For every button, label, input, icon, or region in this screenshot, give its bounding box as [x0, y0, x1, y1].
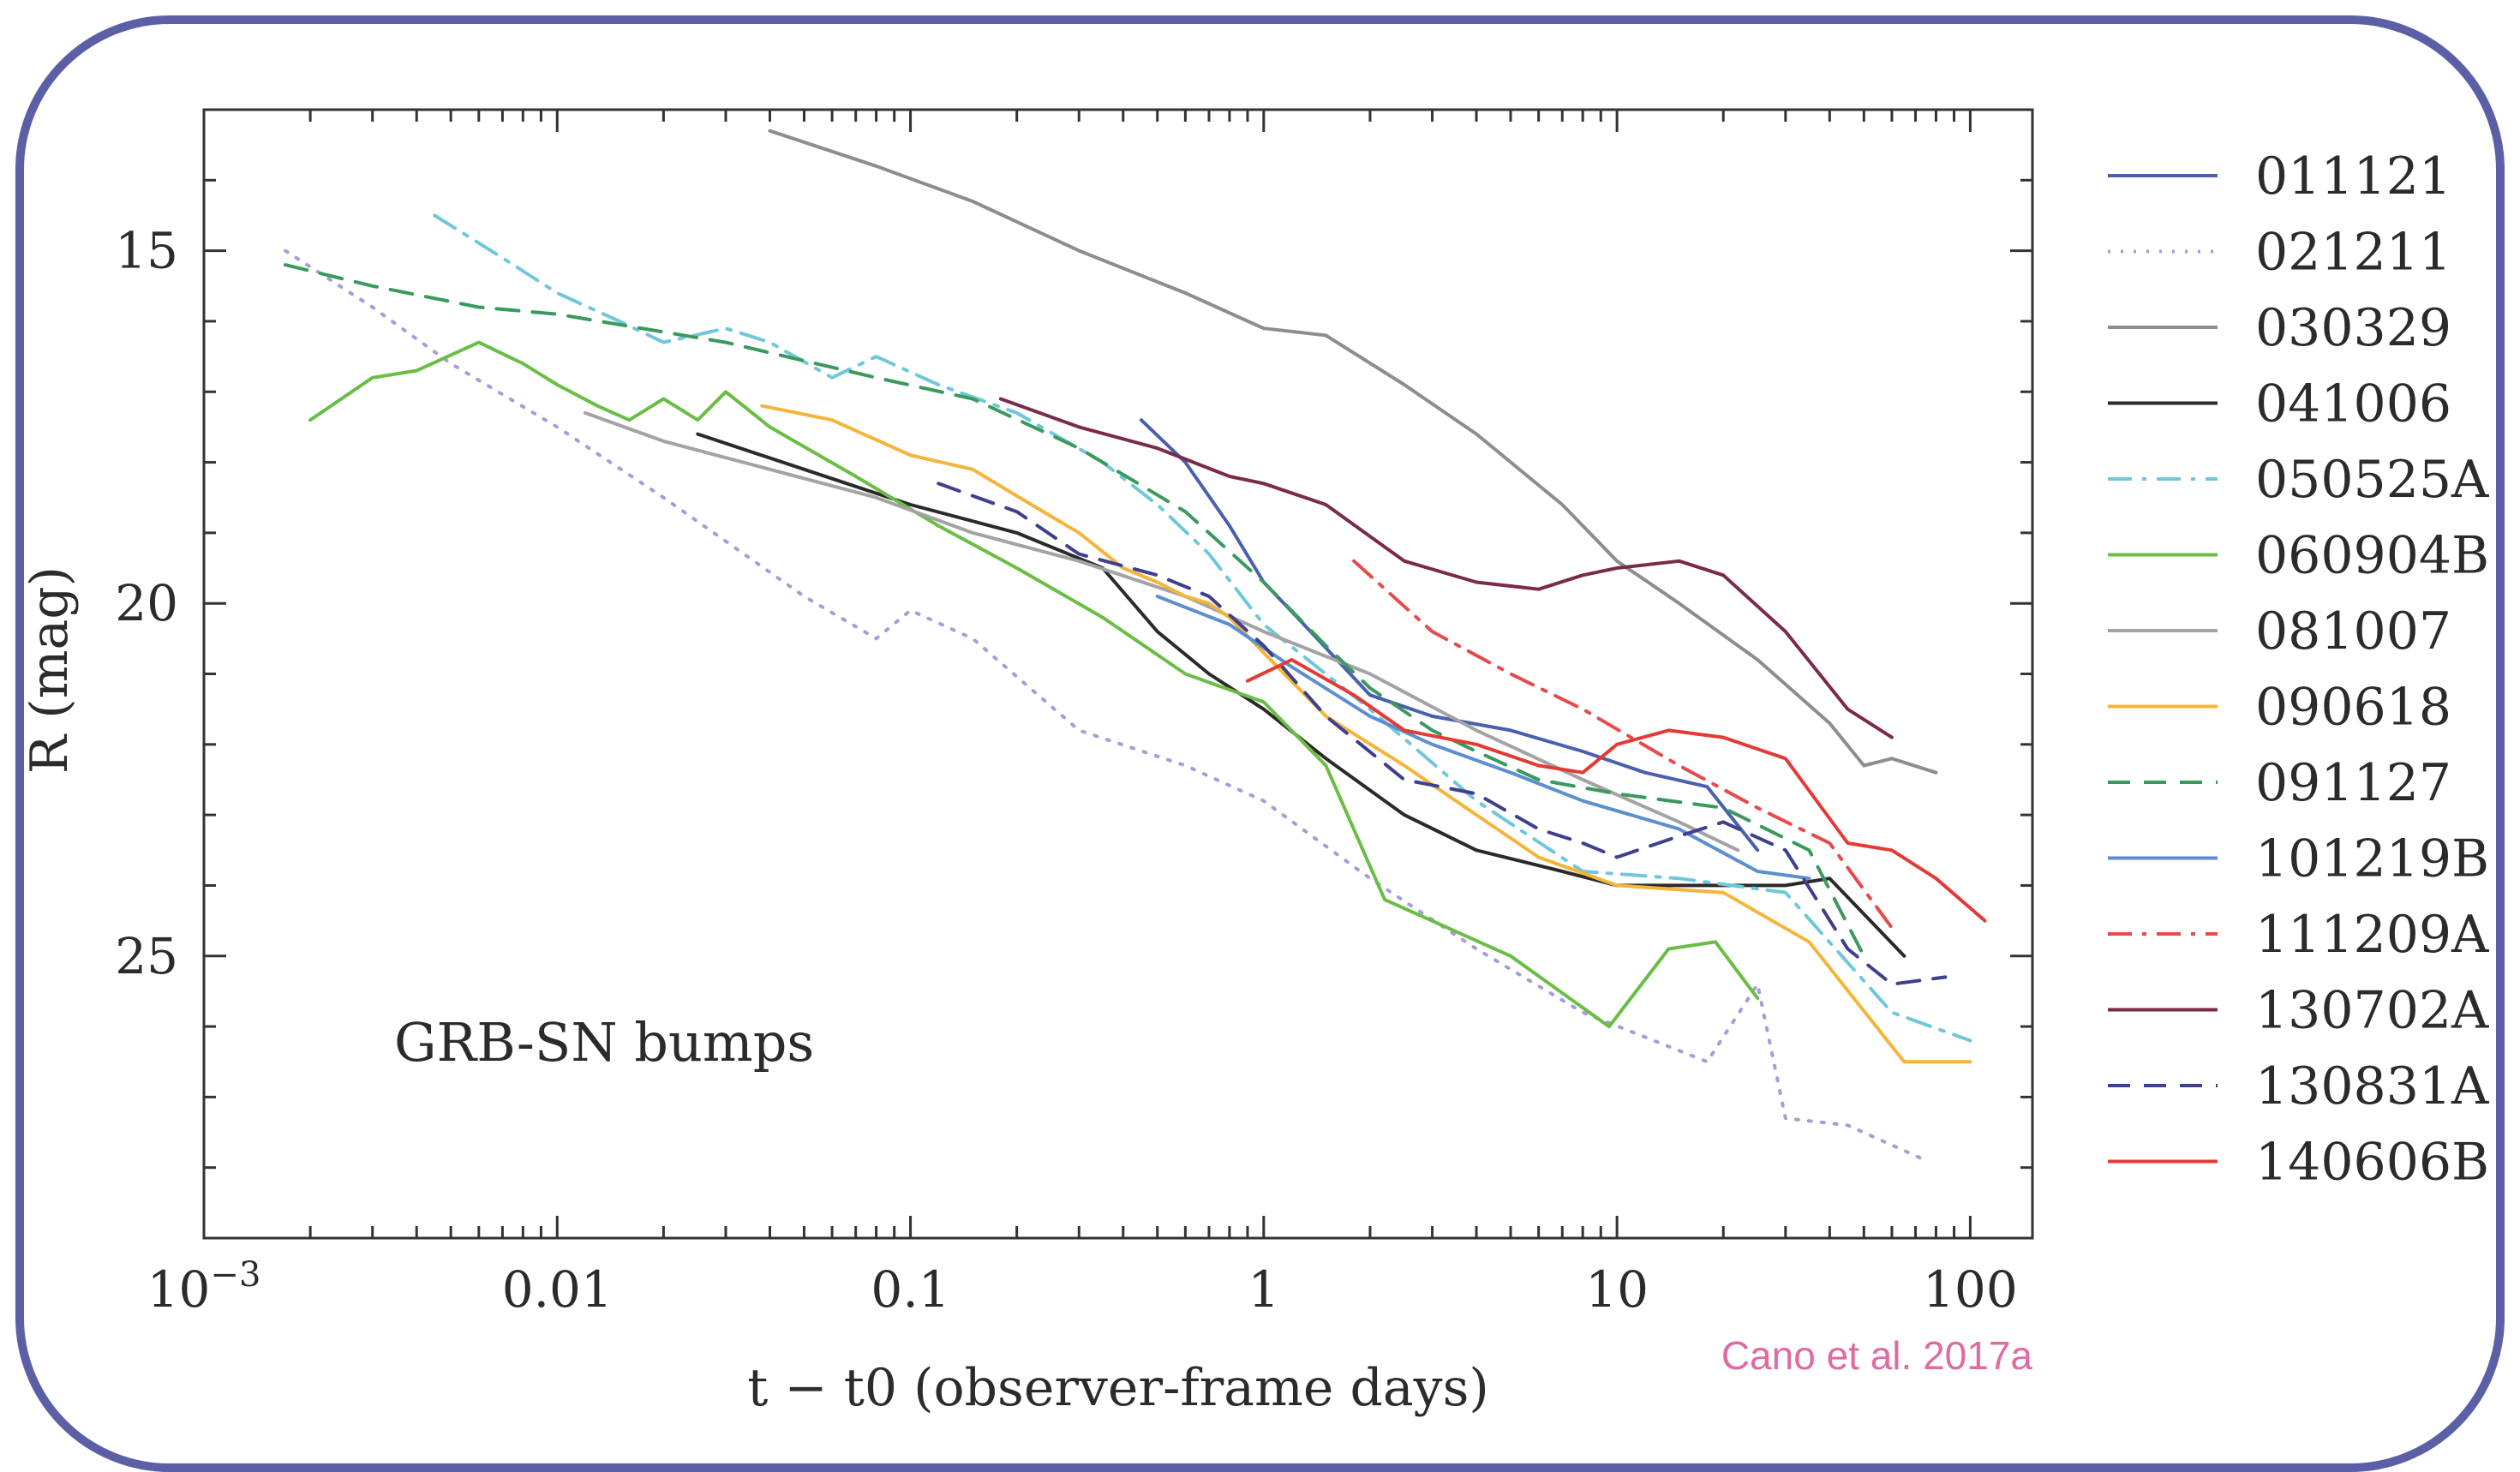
- legend-label-091127: 091127: [2255, 753, 2451, 813]
- y-tick-label: 25: [115, 927, 178, 985]
- legend-label-090618: 090618: [2255, 678, 2451, 738]
- series-line-011121: [1141, 420, 1757, 850]
- series-line-060904B: [310, 343, 1757, 1027]
- grb-sn-lightcurve-chart: 10−3 0.01 0.1 1 10 100 15 20 25 011121 021211 0303…: [0, 0, 2520, 1424]
- legend-label-140606B: 140606B: [2255, 1133, 2489, 1193]
- tick-label-layer: 10−3 0.01 0.1 1 10 100 15 20 25: [115, 222, 2018, 1319]
- credit-label: Cano et al. 2017a: [1721, 1333, 2033, 1378]
- series-line-050525A: [434, 216, 1970, 1041]
- legend-label-111209A: 111209A: [2255, 905, 2489, 965]
- annotation-label: GRB-SN bumps: [394, 1011, 814, 1074]
- series-line-140606B: [1248, 660, 1985, 921]
- x-tick-label: 100: [1923, 1260, 2018, 1319]
- x-tick-label: 0.01: [502, 1260, 613, 1319]
- x-tick-label: 1: [1248, 1260, 1279, 1319]
- x-tick-label: 10−3: [147, 1255, 261, 1319]
- x-tick-label: 0.1: [871, 1260, 949, 1319]
- legend-label-101219B: 101219B: [2255, 829, 2489, 889]
- legend-label-011121: 011121: [2255, 147, 2451, 206]
- series-layer: [285, 131, 1985, 1161]
- series-line-041006: [697, 434, 1904, 956]
- series-line-090618: [762, 406, 1970, 1062]
- legend-label-030329: 030329: [2255, 298, 2451, 358]
- y-tick-label: 15: [115, 222, 178, 280]
- x-axis-label: t − t0 (observer-frame days): [747, 1358, 1489, 1418]
- y-axis-label: R (mag): [20, 566, 80, 774]
- legend-label-060904B: 060904B: [2255, 526, 2489, 586]
- legend-label-050525A: 050525A: [2255, 450, 2489, 510]
- legend-label-081007: 081007: [2255, 601, 2451, 661]
- legend-label-130831A: 130831A: [2255, 1056, 2489, 1116]
- legend-label-021211: 021211: [2255, 223, 2451, 283]
- x-tick-label: 10: [1585, 1260, 1649, 1319]
- legend-label-130702A: 130702A: [2255, 981, 2489, 1041]
- y-tick-label: 20: [115, 574, 178, 632]
- legend-label-041006: 041006: [2255, 374, 2451, 434]
- legend: 011121 021211 030329 041006 050525A 060904B 08…: [2108, 147, 2489, 1193]
